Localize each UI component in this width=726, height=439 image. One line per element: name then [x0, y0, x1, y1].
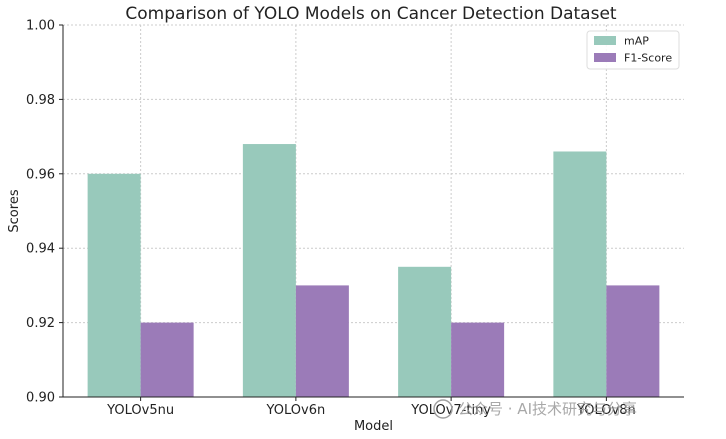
watermark: 公众号 · AI技术研究与分享: [433, 399, 637, 419]
watermark-text: 公众号 · AI技术研究与分享: [458, 400, 637, 418]
y-tick-label: 0.98: [26, 93, 55, 108]
bar-map-yolov8n: [553, 151, 607, 397]
bar-map-yolov6n: [242, 144, 296, 397]
y-tick-label: 0.92: [26, 316, 55, 331]
y-tick-label: 1.00: [26, 19, 55, 34]
axes: [62, 25, 684, 398]
x-tick-label: YOLOv7-tiny: [410, 403, 491, 418]
bars: [87, 144, 660, 397]
x-tick-label: YOLOv5nu: [106, 403, 174, 418]
legend-swatch-map: [594, 36, 616, 45]
bar-f1-score-yolov8n: [606, 285, 660, 397]
y-axis-label: Scores: [7, 189, 22, 232]
legend: mAP F1-Score: [586, 30, 680, 70]
legend-label-map: mAP: [624, 35, 649, 48]
x-tick-label: YOLOv8n: [576, 403, 636, 418]
bar-f1-score-yolov6n: [295, 285, 349, 397]
y-tick-label: 0.94: [26, 242, 55, 257]
x-axis-label: Model: [354, 419, 393, 434]
y-tick-label: 0.90: [26, 391, 55, 406]
legend-swatch-f1-score: [594, 53, 616, 62]
y-tick-label: 0.96: [26, 167, 55, 182]
bar-f1-score-yolov5nu: [140, 322, 194, 397]
wechat-icon: [433, 399, 453, 419]
bar-f1-score-yolov7-tiny: [451, 322, 505, 397]
x-tick-label: YOLOv6n: [266, 403, 326, 418]
legend-label-f1-score: F1-Score: [624, 52, 672, 65]
y-ticks: 0.90 0.92 0.94 0.96 0.98 1.00: [26, 19, 63, 406]
x-ticks: YOLOv5nu YOLOv6n YOLOv7-tiny YOLOv8n: [106, 397, 636, 418]
bar-map-yolov5nu: [87, 173, 141, 397]
bar-map-yolov7-tiny: [398, 266, 452, 397]
chart-title: Comparison of YOLO Models on Cancer Dete…: [125, 4, 617, 24]
